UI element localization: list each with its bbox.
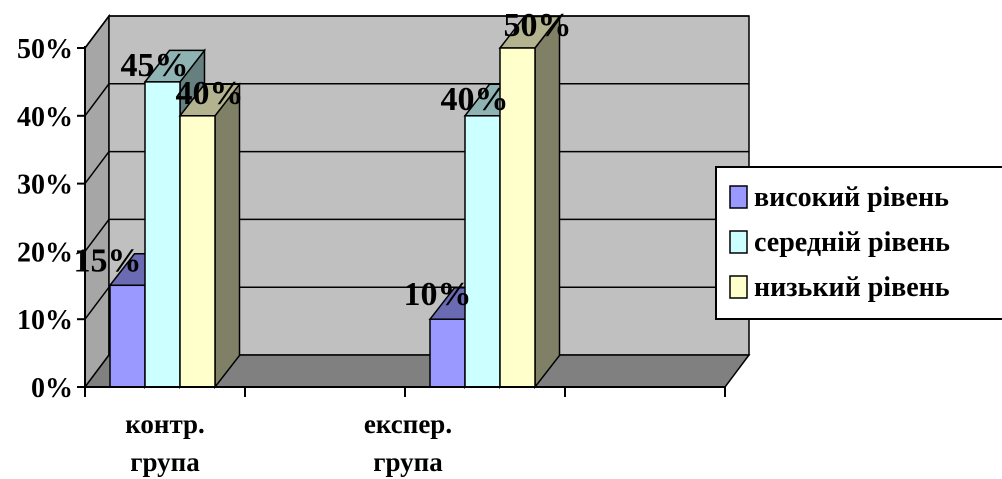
bar [429,318,466,388]
bar [109,284,146,388]
legend-label: високий рівень [754,182,949,213]
axes [77,46,726,397]
data-label: 45% [121,47,189,84]
category-label: контр. [125,409,205,439]
category-label: експер. [364,409,452,439]
legend-swatch [729,275,748,299]
legend-swatch [729,230,748,254]
y-tick-label: 0% [31,373,73,404]
category-label: група [130,447,200,477]
side-wall [84,13,110,390]
y-tick-label: 30% [17,170,73,201]
legend-label: низький рівень [754,272,950,303]
y-axis-ticks: 0% 10% 20% 30% 40% 50% [17,34,73,404]
y-tick-label: 50% [17,34,73,65]
y-tick-label: 20% [17,237,73,268]
x-axis-categories: контр. група експер. група [125,409,452,477]
data-label: 50% [504,7,572,44]
legend-swatch [729,185,748,209]
data-label: 10% [404,276,472,313]
legend-label: середній рівень [754,227,950,258]
bars [108,14,562,390]
bar [144,81,181,388]
bar-side [214,82,241,390]
category-label: група [373,447,443,477]
legend: високий рівень середній рівень низький рів… [715,166,1002,320]
y-tick-label: 40% [17,102,73,133]
y-tick-label: 10% [17,305,73,336]
bar [464,115,501,388]
bar [179,115,216,388]
data-label: 40% [176,75,244,112]
data-labels: 15%45%40%10%40%50% [74,7,572,313]
legend-box [715,166,1002,320]
data-label: 15% [74,242,142,279]
bar-side [534,14,561,390]
bar [499,47,536,388]
data-label: 40% [441,81,509,118]
